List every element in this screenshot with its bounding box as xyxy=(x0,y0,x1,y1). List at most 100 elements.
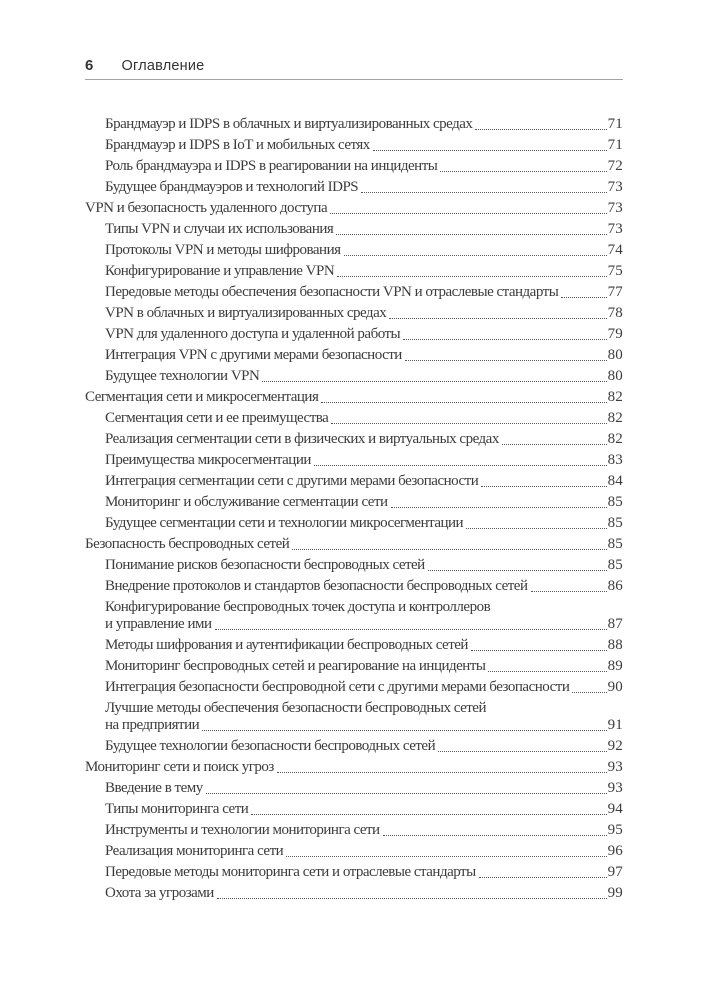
dot-leader xyxy=(561,297,607,298)
toc-page-number: 91 xyxy=(607,717,623,733)
toc-entry-row: Конфигурирование и управление VPN 75 xyxy=(105,263,623,280)
toc-entry-row: VPN и безопасность удаленного доступа 73 xyxy=(85,200,623,217)
toc-entry-row: Мониторинг сети и поиск угроз 93 xyxy=(85,759,623,776)
toc-entry-title: Мониторинг сети и поиск угроз xyxy=(85,759,274,775)
toc-entry-title: Будущее брандмауэров и технологий IDPS xyxy=(105,179,359,195)
toc-page-number: 95 xyxy=(607,822,623,838)
toc-entry-title: Методы шифрования и аутентификации беспр… xyxy=(105,637,468,653)
dot-leader xyxy=(475,129,607,130)
dot-leader xyxy=(478,877,607,878)
toc-entry-row: VPN в облачных и виртуализированных сред… xyxy=(105,305,623,322)
toc-entry-title: Передовые методы обеспечения безопасност… xyxy=(105,284,559,300)
toc-entry-title: Типы мониторинга сети xyxy=(105,801,249,817)
toc-entry-row: Будущее брандмауэров и технологий IDPS 73 xyxy=(105,179,623,196)
toc-entry: Введение в тему 93 xyxy=(85,780,623,797)
toc-entry-row: Интеграция сегментации сети с другими ме… xyxy=(105,473,623,490)
toc-page-number: 82 xyxy=(607,389,623,405)
dot-leader xyxy=(404,360,607,361)
toc-entry-row: Будущее технологии безопасности беспрово… xyxy=(105,738,623,755)
toc-page-number: 73 xyxy=(607,200,623,216)
toc-entry-title: Введение в тему xyxy=(105,780,203,796)
dot-leader xyxy=(292,549,607,550)
dot-leader xyxy=(337,276,607,277)
toc-entry: Передовые методы обеспечения безопасност… xyxy=(85,284,623,301)
toc-entry-row: Роль брандмауэра и IDPS в реагировании н… xyxy=(105,158,623,175)
dot-leader xyxy=(336,234,607,235)
toc-entry-title: Безопасность беспроводных сетей xyxy=(85,536,290,552)
toc-entry-row: Интеграция безопасности беспроводной сет… xyxy=(105,679,623,696)
dot-leader xyxy=(389,318,607,319)
toc-entry: Реализация мониторинга сети 96 xyxy=(85,843,623,860)
toc-entry-title: Понимание рисков безопасности беспроводн… xyxy=(105,557,425,573)
dot-leader xyxy=(403,339,607,340)
toc-entry-row: VPN для удаленного доступа и удаленной р… xyxy=(105,326,623,343)
toc-entry-row: Будущее сегментации сети и технологии ми… xyxy=(105,515,623,532)
toc-page-number: 82 xyxy=(607,410,623,426)
toc-entry-title: Брандмауэр и IDPS в облачных и виртуализ… xyxy=(105,116,473,132)
toc-entry: Мониторинг беспроводных сетей и реагиров… xyxy=(85,658,623,675)
dot-leader xyxy=(330,213,607,214)
toc-entry: Мониторинг и обслуживание сегментации се… xyxy=(85,494,623,511)
toc-entry-title: Конфигурирование беспроводных точек дост… xyxy=(105,599,491,615)
toc-entry-title: Реализация мониторинга сети xyxy=(105,843,284,859)
header-title: Оглавление xyxy=(121,58,205,74)
toc-entry-title: Охота за угрозами xyxy=(105,885,214,901)
dot-leader xyxy=(530,591,607,592)
dot-leader xyxy=(276,772,607,773)
toc-page-number: 85 xyxy=(607,515,623,531)
toc-entry: Реализация сегментации сети в физических… xyxy=(85,431,623,448)
toc-page-number: 93 xyxy=(607,759,623,775)
toc-entry-row: Интеграция VPN с другими мерами безопасн… xyxy=(105,347,623,364)
dot-leader xyxy=(202,730,607,731)
toc-entry-title: Интеграция сегментации сети с другими ме… xyxy=(105,473,479,489)
dot-leader xyxy=(331,423,607,424)
dot-leader xyxy=(216,898,607,899)
toc-page-number: 80 xyxy=(607,347,623,363)
dot-leader xyxy=(488,671,607,672)
dot-leader xyxy=(481,486,607,487)
dot-leader xyxy=(427,570,607,571)
dot-leader xyxy=(313,465,607,466)
toc-entry-title: Интеграция VPN с другими мерами безопасн… xyxy=(105,347,402,363)
toc-entry-row: Инструменты и технологии мониторинга сет… xyxy=(105,822,623,839)
toc-entry-row: Мониторинг и обслуживание сегментации се… xyxy=(105,494,623,511)
toc-entry-title: Инструменты и технологии мониторинга сет… xyxy=(105,822,380,838)
toc-entry-title: Лучшие методы обеспечения безопасности б… xyxy=(105,700,486,716)
toc-entry: Будущее технологии безопасности беспрово… xyxy=(85,738,623,755)
toc-page-number: 74 xyxy=(607,242,623,258)
toc-entry: Брандмауэр и IDPS в IoT и мобильных сетя… xyxy=(85,137,623,154)
toc-page-number: 85 xyxy=(607,494,623,510)
toc-entry: Интеграция сегментации сети с другими ме… xyxy=(85,473,623,490)
toc-entry: VPN и безопасность удаленного доступа 73 xyxy=(85,200,623,217)
toc-page-number: 94 xyxy=(607,801,623,817)
dot-leader xyxy=(214,629,607,630)
dot-leader xyxy=(466,528,607,529)
toc-entry-title: Будущее технологии VPN xyxy=(105,368,260,384)
toc-page-number: 78 xyxy=(607,305,623,321)
toc-entry: Безопасность беспроводных сетей 85 xyxy=(85,536,623,553)
toc-entry-title: Типы VPN и случаи их использования xyxy=(105,221,334,237)
toc-entry-title: Мониторинг и обслуживание сегментации се… xyxy=(105,494,388,510)
toc-page-number: 88 xyxy=(607,637,623,653)
toc-entry-title: VPN для удаленного доступа и удаленной р… xyxy=(105,326,401,342)
dot-leader xyxy=(205,793,607,794)
toc-entry-title: Передовые методы мониторинга сети и отра… xyxy=(105,864,476,880)
toc-entry-title: Конфигурирование и управление VPN xyxy=(105,263,335,279)
toc-entry: Интеграция VPN с другими мерами безопасн… xyxy=(85,347,623,364)
dot-leader xyxy=(438,751,607,752)
dot-leader xyxy=(440,171,607,172)
toc-page-number: 72 xyxy=(607,158,623,174)
toc-page-number: 85 xyxy=(607,557,623,573)
dot-leader xyxy=(390,507,607,508)
toc-entry: Передовые методы мониторинга сети и отра… xyxy=(85,864,623,881)
toc-entry: Конфигурирование и управление VPN 75 xyxy=(85,263,623,280)
toc-entry-title: Будущее технологии безопасности беспрово… xyxy=(105,738,436,754)
toc-entry-row: Мониторинг беспроводных сетей и реагиров… xyxy=(105,658,623,675)
toc-entry: Лучшие методы обеспечения безопасности б… xyxy=(85,700,623,734)
toc-page-number: 85 xyxy=(607,536,623,552)
toc-entry: Инструменты и технологии мониторинга сет… xyxy=(85,822,623,839)
toc-page-number: 84 xyxy=(607,473,623,489)
toc-entry: Протоколы VPN и методы шифрования 74 xyxy=(85,242,623,259)
toc-entry: Будущее технологии VPN 80 xyxy=(85,368,623,385)
